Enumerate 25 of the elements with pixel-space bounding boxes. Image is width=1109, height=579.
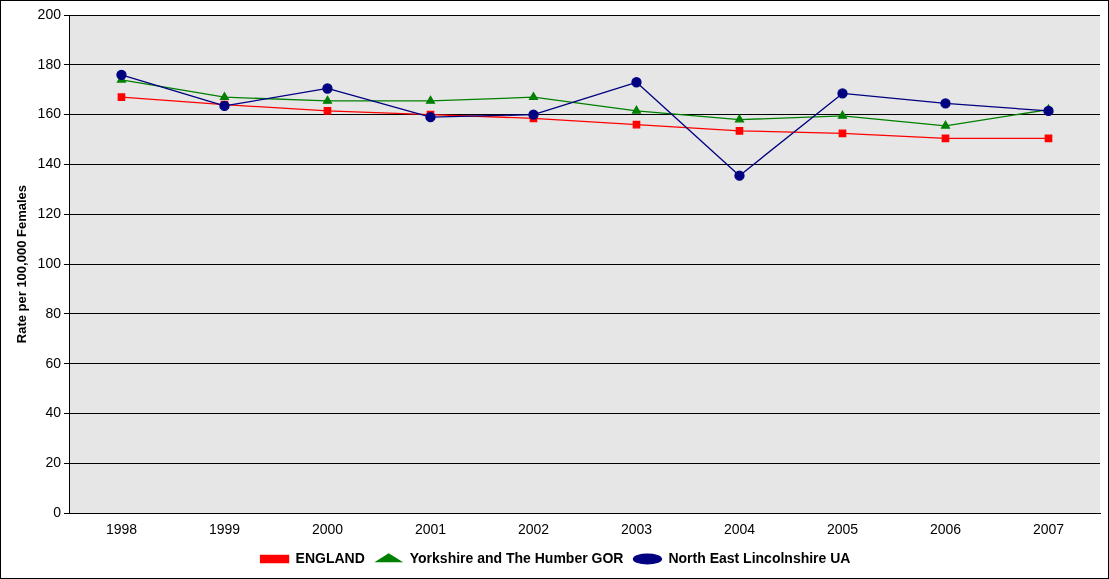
y-tick-label: 200 (37, 5, 62, 22)
x-tick-label: 2001 (414, 521, 447, 538)
y-tick-label: 20 (45, 454, 62, 471)
y-tick-label: 160 (37, 105, 62, 122)
x-tick-label: 2006 (929, 521, 962, 538)
legend-label: Yorkshire and The Humber GOR (409, 549, 624, 566)
y-tick-label: 80 (45, 304, 62, 321)
x-tick-label: 2007 (1032, 521, 1065, 538)
y-tick-label: 60 (45, 354, 62, 371)
y-tick-label: 180 (37, 55, 62, 72)
y-axis-title: Rate per 100,000 Females (14, 184, 30, 344)
y-tick-label: 40 (45, 404, 62, 421)
x-tick-label: 2005 (826, 521, 859, 538)
x-tick-label: 1999 (208, 521, 241, 538)
y-tick-label: 140 (37, 155, 62, 172)
legend-label: ENGLAND (295, 549, 365, 566)
y-tick-label: 120 (37, 205, 62, 222)
x-tick-label: 2003 (620, 521, 653, 538)
x-tick-label: 1998 (105, 521, 138, 538)
y-tick-label: 0 (53, 504, 62, 521)
x-tick-label: 2000 (311, 521, 344, 538)
legend-label: North East Lincolnshire UA (668, 549, 851, 566)
x-tick-label: 2004 (723, 521, 756, 538)
x-tick-label: 2002 (517, 521, 550, 538)
y-tick-label: 100 (37, 254, 62, 271)
